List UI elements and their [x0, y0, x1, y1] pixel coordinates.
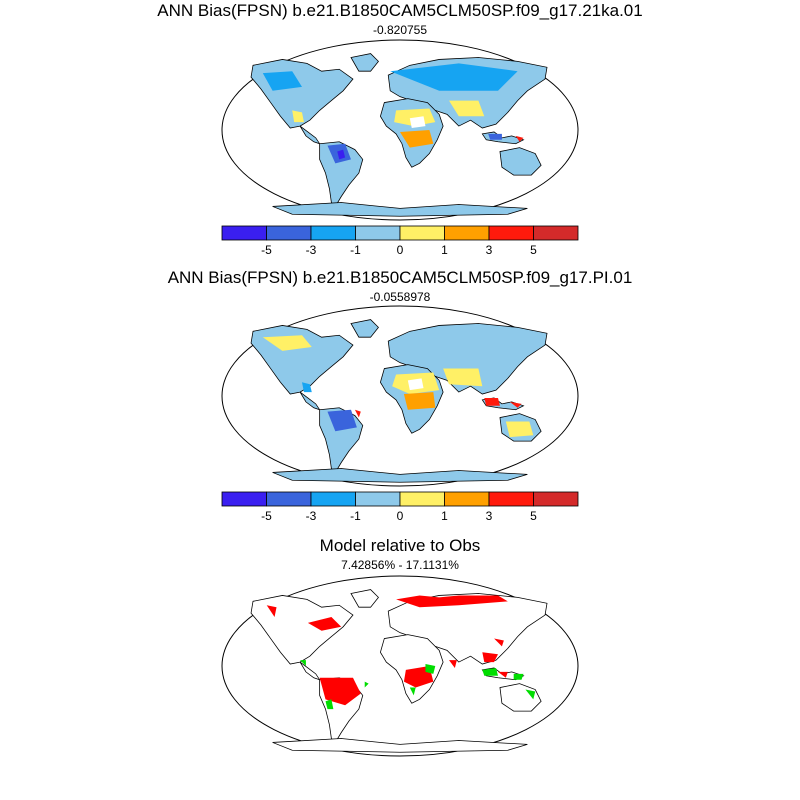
panel3-title: Model relative to Obs	[319, 536, 481, 555]
colorbar-1-bin	[310, 225, 356, 241]
colorbar-1-bin	[221, 225, 267, 241]
colorbar-2-tick-label: 5	[530, 509, 537, 523]
colorbar-2-tick-label: 3	[486, 509, 493, 523]
colorbar-2-tick-label: 1	[441, 509, 448, 523]
colorbar-1-bin	[399, 225, 445, 241]
colorbar-1: -5 -3 -1 0 1 3 5	[221, 225, 579, 257]
colorbar-2-bin	[488, 491, 534, 507]
colorbar-1-tick-label: -5	[261, 243, 272, 257]
colorbar-2-bin	[533, 491, 579, 507]
colorbar-2-bin	[266, 491, 312, 507]
panel1-title: ANN Bias(FPSN) b.e21.B1850CAM5CLM50SP.f0…	[157, 1, 643, 20]
colorbar-1-tick-label: 0	[397, 243, 404, 257]
colorbar-1-bin	[488, 225, 534, 241]
colorbar-2-tick-label: -1	[350, 509, 361, 523]
colorbar-1-tick-label: 1	[441, 243, 448, 257]
colorbar-1-bin	[444, 225, 490, 241]
colorbar-2-bin	[444, 491, 490, 507]
colorbar-2-tick-label: -5	[261, 509, 272, 523]
panel3-subtitle: 7.42856% - 17.1131%	[341, 558, 459, 572]
panel1-subtitle: -0.820755	[372, 23, 428, 37]
colorbar-1-tick-label: 3	[486, 243, 493, 257]
panel2-title: ANN Bias(FPSN) b.e21.B1850CAM5CLM50SP.f0…	[167, 268, 633, 287]
colorbar-2-bin	[355, 491, 401, 507]
colorbar-1-tick-label: 5	[530, 243, 537, 257]
colorbar-1-bin	[533, 225, 579, 241]
colorbar-2: -5 -3 -1 0 1 3 5	[221, 491, 579, 523]
panel1-map	[221, 39, 579, 221]
colorbar-2-tick-label: -3	[306, 509, 317, 523]
panel3-map	[221, 575, 579, 757]
colorbar-1-bin	[355, 225, 401, 241]
colorbar-1-tick-label: -3	[306, 243, 317, 257]
colorbar-2-bin	[310, 491, 356, 507]
panel2-map	[221, 305, 579, 487]
colorbar-2-bin	[399, 491, 445, 507]
panel2-subtitle: -0.0558978	[369, 290, 431, 304]
colorbar-1-bin	[266, 225, 312, 241]
colorbar-2-bin	[221, 491, 267, 507]
colorbar-2-tick-label: 0	[397, 509, 404, 523]
colorbar-1-tick-label: -1	[350, 243, 361, 257]
